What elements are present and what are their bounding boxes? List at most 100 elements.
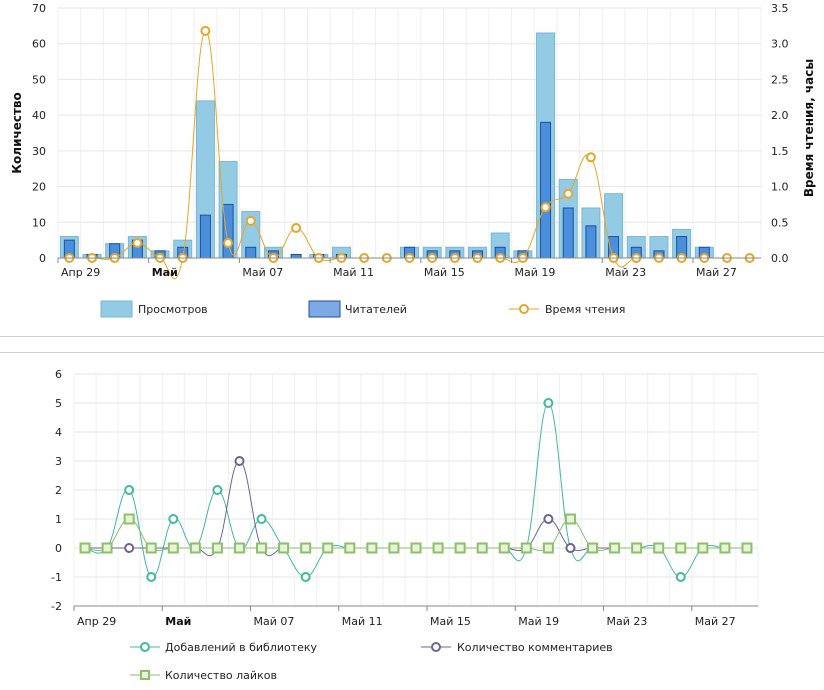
comments-point	[433, 543, 444, 553]
chart1-axes: 0 10 20 30 40 50 60 70 0.0 0.5 1.0 1.5 2.0 2.5 3.0 3.5 А…	[32, 2, 789, 279]
likes-point	[344, 542, 356, 554]
x-tick-label: Май 19	[518, 615, 559, 628]
y-axis-title-right: Время чтения, часы	[802, 59, 816, 197]
likes-point	[476, 542, 488, 554]
comments-point	[587, 543, 598, 553]
likes-point	[432, 542, 444, 554]
bar-readers	[245, 246, 257, 259]
reading-stats-chart: 0 10 20 30 40 50 60 70 0.0 0.5 1.0 1.5 2.0 2.5 3.0 3.5 А…	[10, 2, 816, 318]
legend-comments-label: Количество комментариев	[457, 641, 613, 654]
comments-point	[146, 543, 157, 553]
y-tick-label: 4	[55, 426, 62, 439]
legend-comments-marker-icon	[431, 642, 441, 652]
y-tick-label-right: 3.0	[771, 38, 789, 51]
y-tick-label-left: 30	[32, 145, 46, 158]
y-tick-label-left: 10	[32, 216, 46, 229]
library-point	[212, 485, 223, 495]
y-tick-label-right: 3.5	[771, 2, 789, 15]
chart1-bars	[59, 32, 714, 259]
library-point	[433, 543, 444, 553]
x-tick-label: Май	[152, 266, 178, 279]
library-point	[234, 543, 245, 553]
bar-readers	[540, 121, 552, 259]
comments-point	[366, 543, 377, 553]
likes-point	[609, 542, 621, 554]
likes-point	[719, 542, 731, 554]
x-tick-label: Май 27	[695, 615, 736, 628]
y-tick-label: 6	[55, 368, 62, 381]
legend-likes-label: Количество лайков	[165, 669, 277, 682]
library-point	[477, 543, 488, 553]
comments-point	[675, 543, 686, 553]
likes-point	[278, 542, 290, 554]
comments-point	[168, 543, 179, 553]
library-point	[278, 543, 289, 553]
legend-likes[interactable]: Количество лайков	[130, 669, 277, 682]
comments-point	[322, 543, 333, 553]
library-point	[719, 543, 730, 553]
y-axis-title-left: Количество	[10, 92, 24, 174]
x-tick-label: Май 19	[515, 266, 556, 279]
x-tick-label: Апр 29	[61, 266, 100, 279]
x-tick-label: Май 07	[254, 615, 295, 628]
library-point	[631, 543, 642, 553]
y-tick-label-left: 70	[32, 2, 46, 15]
likes-point	[322, 542, 334, 554]
likes-point	[366, 542, 378, 554]
y-tick-label: 5	[55, 397, 62, 410]
likes-point	[167, 542, 179, 554]
likes-point	[256, 542, 268, 554]
legend-comments[interactable]: Количество комментариев	[421, 641, 613, 654]
likes-point	[675, 542, 687, 554]
y-tick-label: 1	[55, 513, 62, 526]
comments-point	[477, 543, 488, 553]
comments-point	[234, 456, 245, 466]
legend-readers-swatch	[308, 300, 341, 318]
likes-point	[410, 542, 422, 554]
library-point	[344, 543, 355, 553]
bar-readers	[585, 225, 597, 259]
library-point	[80, 543, 91, 553]
comments-point	[278, 543, 289, 553]
comments-point	[521, 543, 532, 553]
comments-point	[80, 543, 91, 553]
y-tick-label: 0	[55, 542, 62, 555]
comments-point	[388, 543, 399, 553]
library-point	[653, 543, 664, 553]
x-tick-label: Май 27	[696, 266, 737, 279]
reading-time-point	[540, 202, 551, 213]
legend-readers[interactable]: Читателей	[308, 300, 407, 318]
comments-point	[300, 543, 311, 553]
y-tick-label: -2	[51, 600, 62, 613]
legend-views-swatch	[100, 300, 133, 318]
library-point	[675, 572, 686, 582]
x-tick-label: Май 11	[342, 615, 383, 628]
library-point	[322, 543, 333, 553]
chart2-grid	[73, 373, 759, 607]
bar-readers	[562, 207, 574, 259]
reading-time-point	[132, 238, 143, 248]
comments-point	[719, 543, 730, 553]
comments-point	[344, 543, 355, 553]
library-point	[543, 398, 554, 408]
comments-point	[455, 543, 466, 553]
legend-library[interactable]: Добавлений в библиотеку	[130, 641, 318, 654]
reading-time-point	[200, 25, 211, 36]
legend-views[interactable]: Просмотров	[100, 300, 208, 318]
likes-line	[84, 518, 747, 552]
reading-time-point	[585, 152, 596, 163]
library-point	[124, 485, 135, 495]
x-tick-label: Апр 29	[77, 615, 116, 628]
likes-point	[542, 542, 554, 554]
library-point	[587, 543, 598, 553]
library-point	[411, 543, 421, 553]
likes-point	[520, 542, 532, 554]
likes-point	[631, 542, 643, 554]
library-point	[190, 543, 201, 553]
likes-point	[653, 542, 665, 554]
y-tick-label: -1	[51, 571, 62, 584]
likes-point	[454, 542, 466, 554]
likes-point	[79, 542, 91, 554]
legend-likes-marker-icon	[140, 670, 150, 680]
legend-reading-time[interactable]: Время чтения	[509, 303, 625, 316]
